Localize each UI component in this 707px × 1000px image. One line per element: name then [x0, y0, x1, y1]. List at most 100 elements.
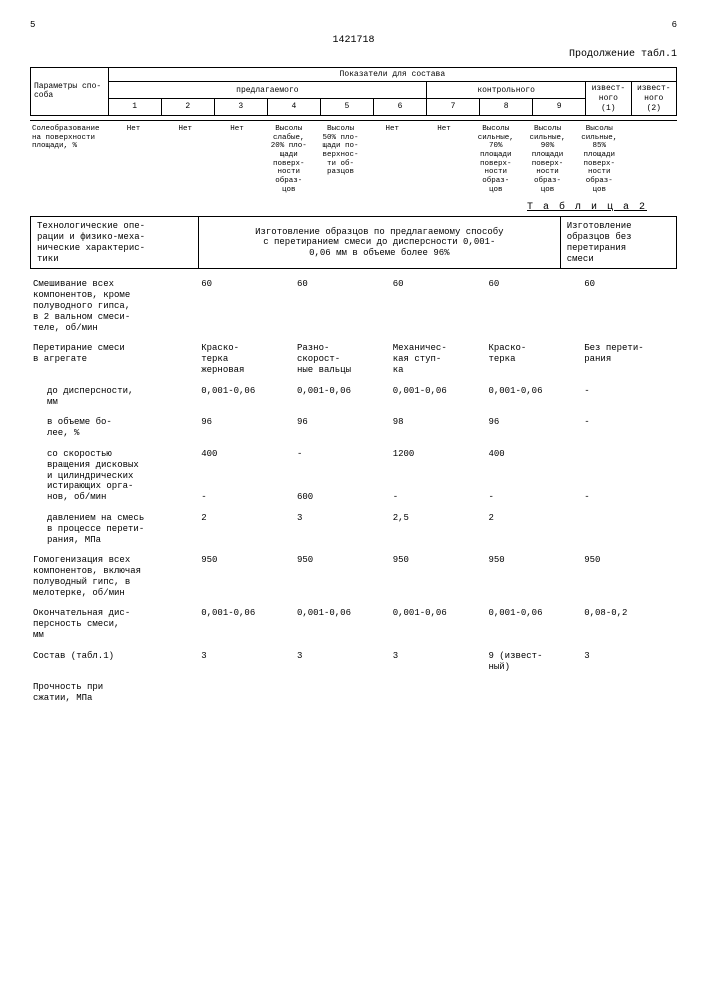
- t2-cell: Разно- скорост- ные вальцы: [294, 341, 390, 377]
- table-row: в объеме бо- лее, %96969896-: [30, 415, 677, 441]
- table-row: Перетирание смеси в агрегатеКраско- терк…: [30, 341, 677, 377]
- t2-cell: [390, 680, 486, 706]
- t2-cell: 950: [581, 553, 677, 600]
- t1-cell: Высолы сильные, 90% площади поверх- ност…: [522, 121, 574, 199]
- t2-cell: 0,001-0,06: [485, 384, 581, 410]
- table2-body: Смешивание всех компонентов, кроме полув…: [30, 277, 677, 712]
- t2-cell: 0,001-0,06: [390, 384, 486, 410]
- t2-cell: 60: [198, 277, 294, 335]
- t2-cell: [581, 511, 677, 547]
- t2-row-label: Состав (табл.1): [30, 649, 198, 675]
- t1-cell: Высолы 50% пло- щади по- верхнос- ти об-…: [315, 121, 367, 199]
- t1-sub1: предлагаемого: [108, 82, 426, 99]
- table-row: до дисперсности, мм0,001-0,060,001-0,060…: [30, 384, 677, 410]
- t2-cell: Без перети- рания: [581, 341, 677, 377]
- table-row: давлением на смесь в процессе перети- ра…: [30, 511, 677, 547]
- table-row: Смешивание всех компонентов, кроме полув…: [30, 277, 677, 335]
- t1-group-label: Показатели для состава: [108, 67, 676, 82]
- t1-sub3: извест- ного (1): [592, 84, 626, 112]
- t2-cell: 950: [390, 553, 486, 600]
- t1-sub4: извест- ного (2): [637, 84, 671, 112]
- t2-row-label: Смешивание всех компонентов, кроме полув…: [30, 277, 198, 335]
- t2-cell: 3: [294, 649, 390, 675]
- t2-cell: 2: [485, 511, 581, 547]
- t2-cell: 400 -: [198, 447, 294, 505]
- t1-cell: Нет: [418, 121, 470, 199]
- t2-cell: 3: [198, 649, 294, 675]
- t1-col: 5: [320, 99, 373, 116]
- t1-cell: Нет: [211, 121, 263, 199]
- t2-cell: 0,08-0,2: [581, 606, 677, 642]
- t1-col: 4: [267, 99, 320, 116]
- t1-col: 7: [427, 99, 480, 116]
- t1-cell: Нет: [159, 121, 211, 199]
- table-row: Окончательная дис- персность смеси, мм0,…: [30, 606, 677, 642]
- table1-header: Параметры спо- соба Показатели для соста…: [30, 67, 677, 116]
- t2-cell: 96: [485, 415, 581, 441]
- doc-number: 1421718: [30, 35, 677, 47]
- t2-cell: [581, 680, 677, 706]
- t2-cell: 60: [294, 277, 390, 335]
- t2-cell: [294, 680, 390, 706]
- page-left: 5: [30, 20, 35, 31]
- t2-cell: 950: [485, 553, 581, 600]
- table-row: со скоростью вращения дисковых и цилиндр…: [30, 447, 677, 505]
- t2-cell: 1200 -: [390, 447, 486, 505]
- t2-h3: Изготовление образцов без перетирания см…: [567, 221, 632, 263]
- t1-param-label: Параметры спо- соба: [34, 82, 101, 101]
- t1-col: 8: [480, 99, 533, 116]
- t2-row-label: Прочность при сжатии, МПа: [30, 680, 198, 706]
- t2-cell: [485, 680, 581, 706]
- t2-cell: 96: [294, 415, 390, 441]
- table1-data: Солеобразование на поверхности площади, …: [30, 120, 677, 198]
- t1-col: 3: [214, 99, 267, 116]
- table2-header: Технологические опе- рации и физико-меха…: [30, 216, 677, 269]
- t2-cell: 2: [198, 511, 294, 547]
- t2-cell: 0,001-0,06: [294, 606, 390, 642]
- t2-cell: - 600: [294, 447, 390, 505]
- t2-cell: 98: [390, 415, 486, 441]
- t2-cell: 60: [581, 277, 677, 335]
- t2-cell: 0,001-0,06: [198, 606, 294, 642]
- t2-cell: 9 (извест- ный): [485, 649, 581, 675]
- t1-col: 1: [108, 99, 161, 116]
- t2-cell: 0,001-0,06: [390, 606, 486, 642]
- t2-cell: -: [581, 384, 677, 410]
- t2-cell: [198, 680, 294, 706]
- t1-col: 9: [533, 99, 586, 116]
- t2-cell: -: [581, 415, 677, 441]
- t2-cell: 2,5: [390, 511, 486, 547]
- t2-cell: 0,001-0,06: [485, 606, 581, 642]
- t2-cell: 3: [294, 511, 390, 547]
- t2-cell: Краско- терка: [485, 341, 581, 377]
- t2-cell: 60: [390, 277, 486, 335]
- table-row: Прочность при сжатии, МПа: [30, 680, 677, 706]
- t2-cell: 60: [485, 277, 581, 335]
- t1-cell: Нет: [366, 121, 418, 199]
- t2-cell: 400 -: [485, 447, 581, 505]
- t2-row-label: Окончательная дис- персность смеси, мм: [30, 606, 198, 642]
- t2-row-label: до дисперсности, мм: [30, 384, 198, 410]
- table-row: Состав (табл.1)3339 (извест- ный)3: [30, 649, 677, 675]
- t2-h2: Изготовление образцов по предлагаемому с…: [255, 227, 503, 259]
- t2-cell: 950: [198, 553, 294, 600]
- t2-cell: 3: [390, 649, 486, 675]
- page-right: 6: [672, 20, 677, 31]
- t1-cell: Нет: [108, 121, 160, 199]
- t1-cell: Высолы сильные, 70% площади поверх- ност…: [470, 121, 522, 199]
- t2-cell: Механичес- кая ступ- ка: [390, 341, 486, 377]
- t2-row-label: давлением на смесь в процессе перети- ра…: [30, 511, 198, 547]
- t2-cell: Краско- терка жерновая: [198, 341, 294, 377]
- t2-row-label: Перетирание смеси в агрегате: [30, 341, 198, 377]
- t2-h1: Технологические опе- рации и физико-меха…: [37, 221, 145, 263]
- t1-cell: [625, 121, 677, 199]
- t2-cell: 0,001-0,06: [294, 384, 390, 410]
- continuation-label: Продолжение табл.1: [30, 49, 677, 61]
- t2-row-label: Гомогенизация всех компонентов, включая …: [30, 553, 198, 600]
- t2-cell: 96: [198, 415, 294, 441]
- t2-cell: 3: [581, 649, 677, 675]
- t1-col: 6: [373, 99, 426, 116]
- t2-row-label: со скоростью вращения дисковых и цилиндр…: [30, 447, 198, 505]
- t1-row-label: Солеобразование на поверхности площади, …: [32, 125, 100, 150]
- table-row: Гомогенизация всех компонентов, включая …: [30, 553, 677, 600]
